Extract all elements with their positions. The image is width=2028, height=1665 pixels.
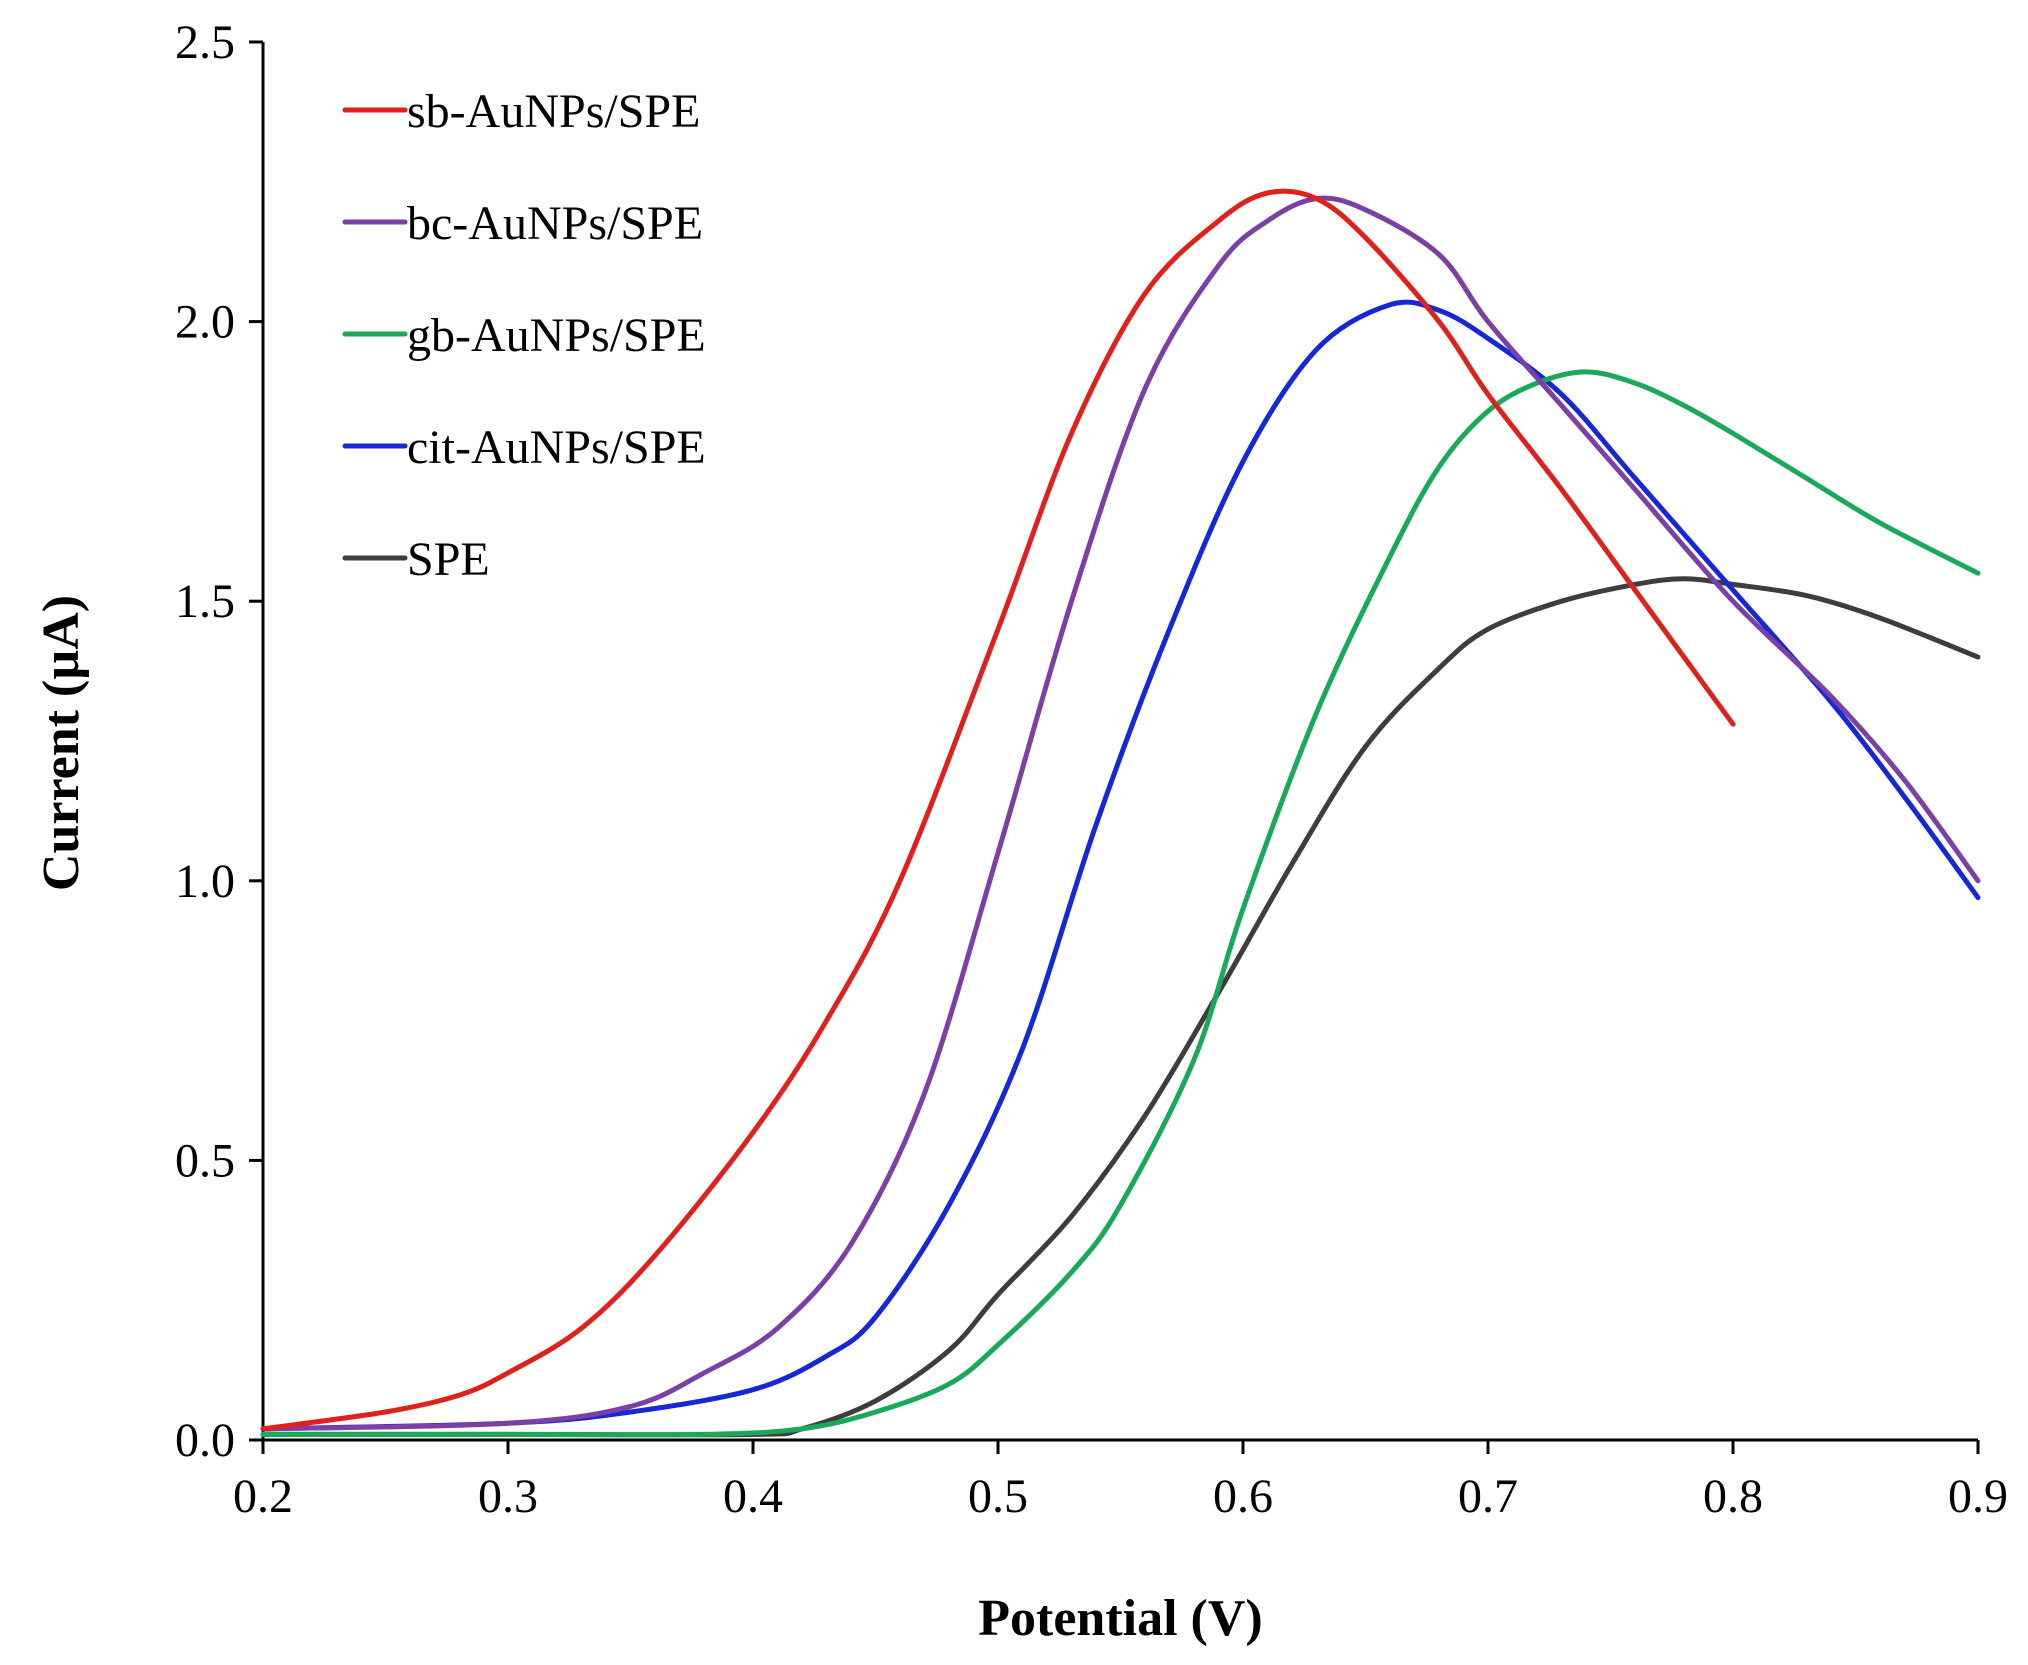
y-tick-label: 2.5 [175, 16, 235, 69]
legend: sb-AuNPs/SPE bc-AuNPs/SPE gb-AuNPs/SPE cit-… [342, 85, 706, 586]
y-tick-label: 1.5 [175, 575, 235, 628]
series-line-bc-aunps-spe [260, 195, 1981, 1432]
y-tick-label: 1.0 [175, 855, 235, 908]
series-line-gb-aunps-spe [260, 369, 1981, 1438]
x-tick-label: 0.7 [1458, 1470, 1518, 1523]
legend-label: gb-AuNPs/SPE [407, 309, 706, 362]
series-line-cit-aunps-spe [260, 299, 1981, 1432]
x-tick-label: 0.6 [1213, 1470, 1273, 1523]
x-tick-label: 0.5 [968, 1470, 1028, 1523]
x-tick-label: 0.4 [723, 1470, 783, 1523]
axes: 0.2 0.3 0.4 0.5 0.6 0.7 0.8 0.9 0.0 0.5 1.0 1.5 2.0 2… [175, 16, 2008, 1523]
legend-label: bc-AuNPs/SPE [407, 197, 703, 250]
x-tick-label: 0.9 [1948, 1470, 2008, 1523]
x-tick-label: 0.3 [478, 1470, 538, 1523]
series-line-sb-aunps-spe [260, 188, 1736, 1432]
y-tick-label: 2.0 [175, 296, 235, 349]
legend-label: SPE [407, 533, 490, 586]
legend-label: sb-AuNPs/SPE [407, 85, 700, 138]
series-group [260, 188, 1981, 1438]
x-axis-title: Potential (V) [978, 1590, 1262, 1647]
series-line-spe [260, 576, 1981, 1438]
x-tick-label: 0.2 [233, 1470, 293, 1523]
y-axis-title: Current (µA) [33, 595, 90, 891]
y-tick-label: 0.5 [175, 1134, 235, 1187]
y-tick-label: 0.0 [175, 1414, 235, 1467]
x-tick-label: 0.8 [1703, 1470, 1763, 1523]
legend-label: cit-AuNPs/SPE [407, 421, 706, 474]
